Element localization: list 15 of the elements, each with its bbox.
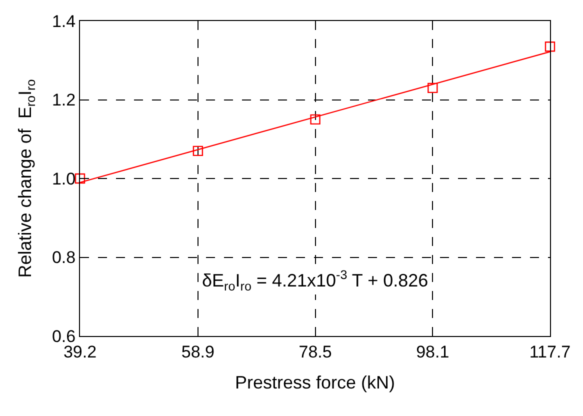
annotation: δE$_{ro}$I$_{ro}$ = 4.21x10$^{-3}$ T + 0.826 — [202, 268, 428, 294]
y-tick-label: 1.4 — [52, 12, 76, 31]
x-tick-label: 98.1 — [416, 342, 450, 362]
point — [544, 41, 556, 52]
point — [74, 173, 86, 184]
x-axis-title: Prestress force (kN) — [234, 372, 396, 392]
y-tick-label: 1.0 — [52, 169, 76, 188]
y-tick-label: 0.8 — [52, 248, 76, 268]
y-tick-label: 1.2 — [52, 90, 76, 110]
x-tick-label: 58.9 — [181, 342, 214, 362]
point — [192, 146, 204, 156]
x-tick-label: 78.5 — [298, 342, 332, 362]
point — [310, 114, 320, 125]
point — [428, 82, 438, 94]
x-tick-label: 117.7 — [529, 342, 571, 362]
